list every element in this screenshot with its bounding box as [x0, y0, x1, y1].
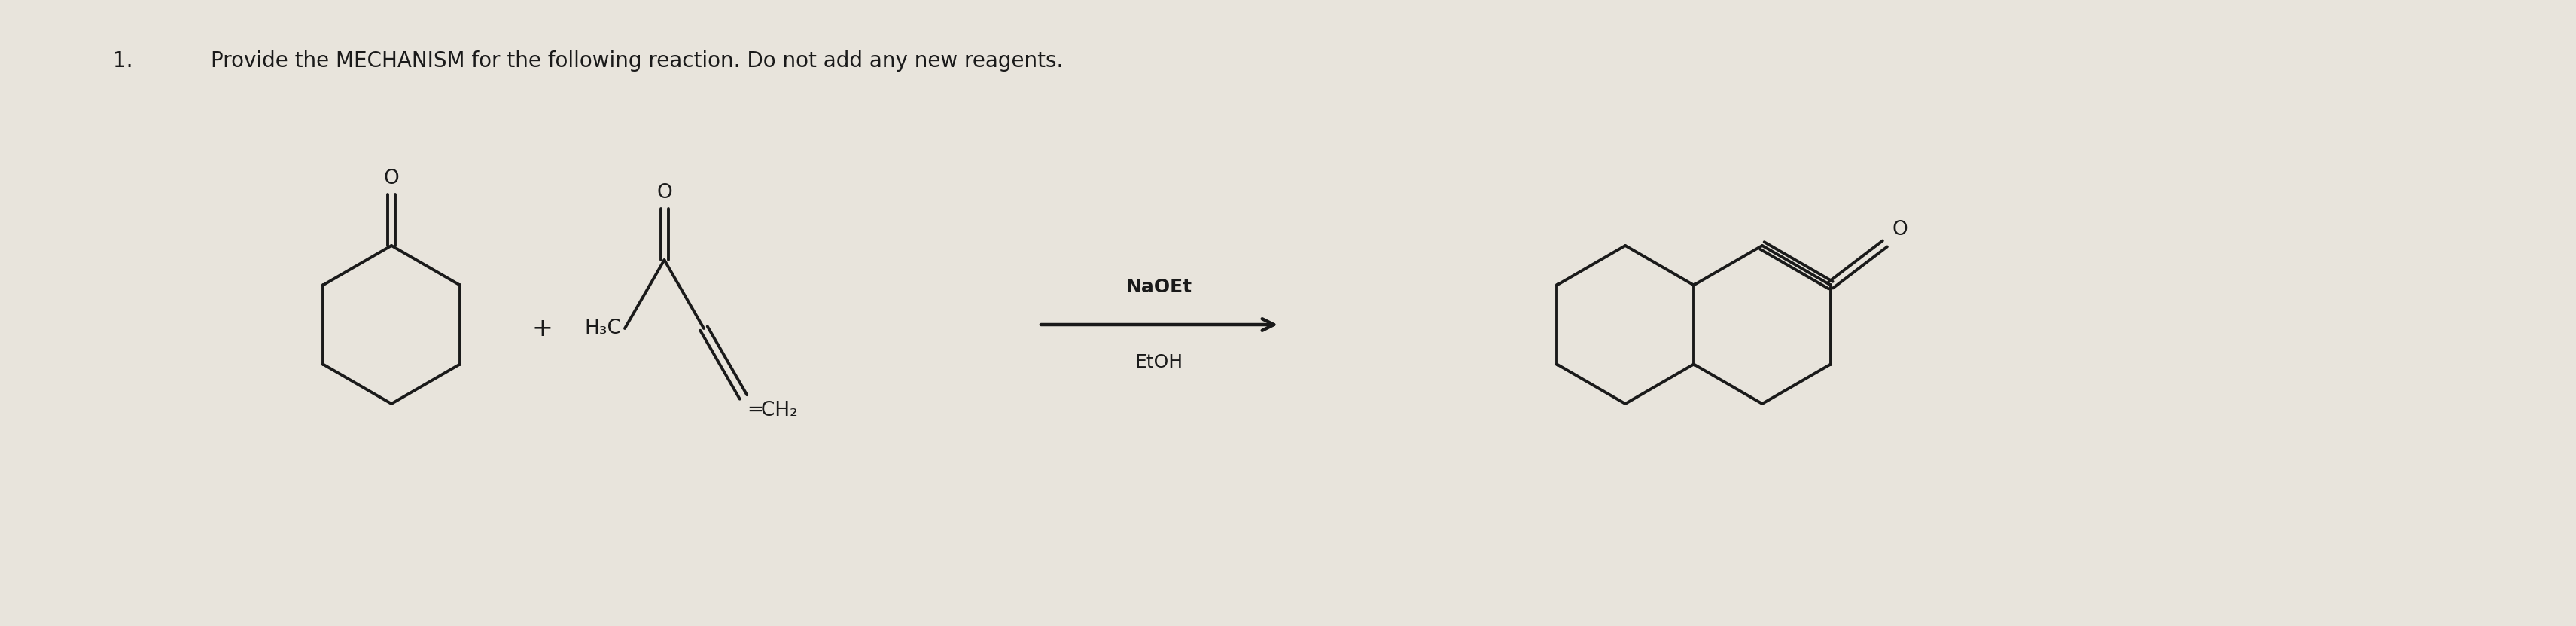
Text: EtOH: EtOH [1136, 353, 1182, 371]
Text: H₃C: H₃C [585, 319, 621, 338]
Text: ═CH₂: ═CH₂ [750, 401, 799, 420]
Text: Provide the MECHANISM for the following reaction. Do not add any new reagents.: Provide the MECHANISM for the following … [211, 51, 1064, 71]
Text: 1.: 1. [113, 51, 134, 71]
Text: O: O [657, 183, 672, 203]
Text: +: + [531, 316, 551, 341]
Text: O: O [1893, 220, 1909, 240]
Text: NaOEt: NaOEt [1126, 278, 1193, 296]
Text: O: O [384, 169, 399, 188]
